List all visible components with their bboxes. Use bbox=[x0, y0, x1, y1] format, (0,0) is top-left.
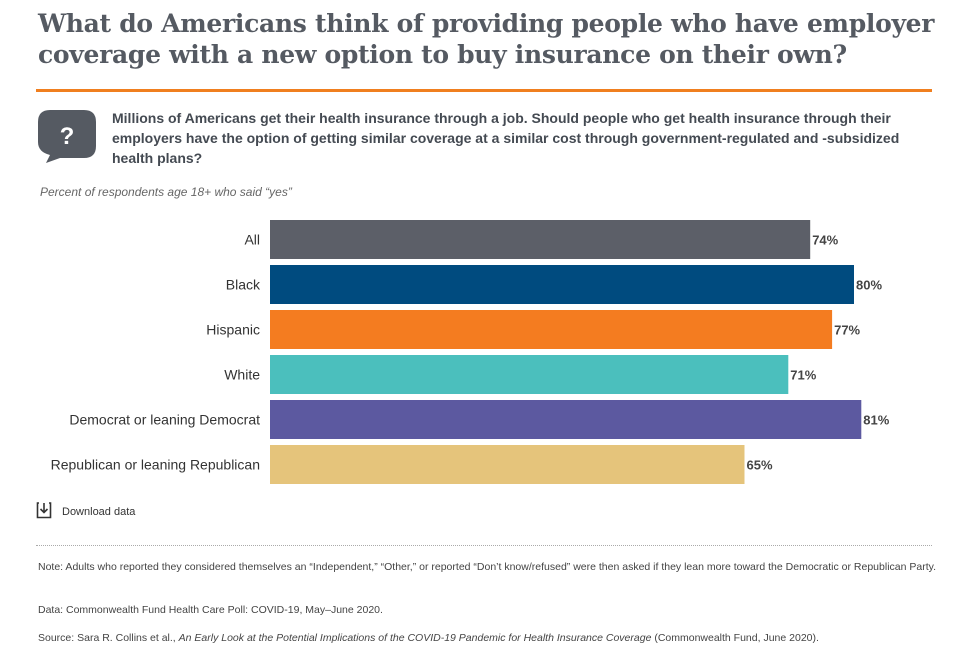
category-label: Hispanic bbox=[206, 322, 260, 338]
data-label: 65% bbox=[747, 458, 773, 473]
bar bbox=[270, 400, 862, 439]
category-label: Republican or leaning Republican bbox=[51, 457, 260, 473]
chart-title: What do Americans think of providing peo… bbox=[38, 9, 935, 69]
source-title: An Early Look at the Potential Implicati… bbox=[178, 632, 652, 644]
notes-divider bbox=[36, 545, 932, 546]
svg-text:?: ? bbox=[60, 123, 75, 150]
data-label: 77% bbox=[834, 323, 860, 338]
data-label: 71% bbox=[790, 368, 816, 383]
question-bubble-icon: ? bbox=[36, 108, 98, 164]
data-source: Data: Commonwealth Fund Health Care Poll… bbox=[38, 604, 383, 616]
download-data-label: Download data bbox=[62, 506, 136, 518]
bar bbox=[270, 310, 833, 349]
category-label: Democrat or leaning Democrat bbox=[69, 412, 260, 428]
category-label: All bbox=[244, 232, 260, 248]
source-suffix: (Commonwealth Fund, June 2020). bbox=[651, 632, 819, 644]
source-prefix: Source: Sara R. Collins et al., bbox=[38, 632, 179, 644]
data-label: 81% bbox=[863, 413, 889, 428]
download-icon bbox=[36, 501, 52, 524]
title-divider bbox=[36, 89, 932, 92]
chart-subtitle: Percent of respondents age 18+ who said … bbox=[40, 185, 292, 199]
bar bbox=[270, 220, 811, 259]
category-label: White bbox=[224, 367, 260, 383]
survey-question: Millions of Americans get their health i… bbox=[112, 110, 900, 166]
download-data-button[interactable]: Download data bbox=[36, 501, 136, 524]
bar bbox=[270, 355, 789, 394]
footnote: Note: Adults who reported they considere… bbox=[38, 561, 937, 573]
category-label: Black bbox=[226, 277, 261, 293]
data-label: 74% bbox=[812, 233, 838, 248]
data-label: 80% bbox=[856, 278, 882, 293]
bar bbox=[270, 265, 854, 304]
source-citation: Source: Sara R. Collins et al., An Early… bbox=[38, 631, 938, 646]
bar bbox=[270, 445, 745, 484]
bar-chart: All 74% Black 80% Hispanic 77% White 71% Democra… bbox=[51, 220, 890, 484]
